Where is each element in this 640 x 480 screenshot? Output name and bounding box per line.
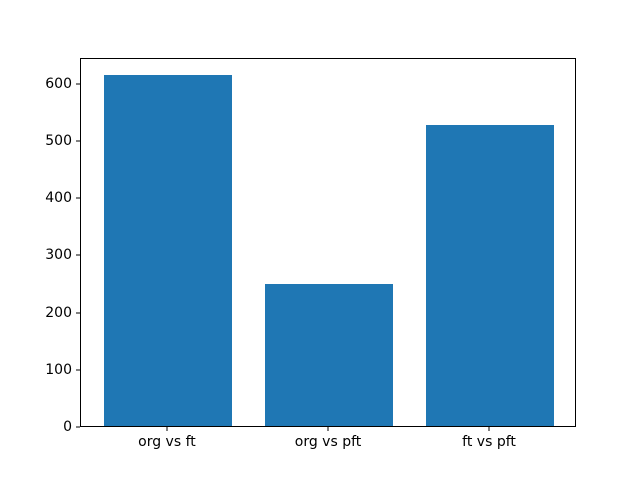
x-tick-mark xyxy=(488,427,490,431)
y-tick-label: 0 xyxy=(63,419,72,435)
y-tick-mark xyxy=(76,369,80,371)
y-tick-mark xyxy=(76,83,80,85)
y-tick-label: 200 xyxy=(45,304,72,321)
y-tick-mark xyxy=(76,254,80,256)
x-tick-mark xyxy=(166,427,168,431)
x-tick-label: org vs ft xyxy=(138,434,196,450)
y-tick-mark xyxy=(76,140,80,142)
y-tick-mark xyxy=(76,197,80,199)
y-tick-label: 100 xyxy=(45,361,72,378)
plot-area xyxy=(80,58,576,427)
bar-org-vs-pft xyxy=(264,284,394,426)
y-tick-label: 600 xyxy=(45,75,72,92)
y-tick-mark xyxy=(76,426,80,428)
x-tick-label: ft vs pft xyxy=(462,434,516,450)
y-tick-label: 500 xyxy=(45,132,72,149)
y-tick-mark xyxy=(76,312,80,314)
x-tick-label: org vs pft xyxy=(294,434,362,450)
y-tick-label: 400 xyxy=(45,190,72,207)
bar-org-vs-ft xyxy=(103,74,233,426)
x-tick-mark xyxy=(327,427,329,431)
bar-ft-vs-pft xyxy=(425,124,555,426)
y-tick-label: 300 xyxy=(45,247,72,264)
